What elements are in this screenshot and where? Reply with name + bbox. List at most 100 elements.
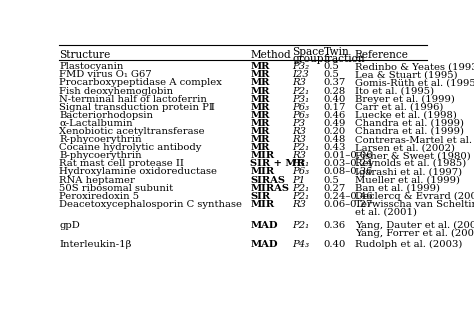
Text: Twin: Twin	[324, 47, 349, 57]
Text: MR: MR	[250, 127, 270, 136]
Text: P3₁: P3₁	[292, 159, 310, 168]
Text: Fish deoxyhemoglobin: Fish deoxyhemoglobin	[59, 86, 173, 95]
Text: MR: MR	[250, 119, 270, 128]
Text: α-Lactalbumin: α-Lactalbumin	[59, 119, 133, 128]
Text: SIRAS: SIRAS	[250, 176, 285, 184]
Text: Terwisscha van Scheltinga: Terwisscha van Scheltinga	[355, 200, 474, 209]
Text: Rudolph et al. (2003): Rudolph et al. (2003)	[355, 240, 462, 249]
Text: Fisher & Sweet (1980): Fisher & Sweet (1980)	[355, 151, 471, 160]
Text: I23: I23	[292, 70, 309, 79]
Text: Cocaine hydrolytic antibody: Cocaine hydrolytic antibody	[59, 143, 201, 152]
Text: 0.08–0.36: 0.08–0.36	[324, 168, 373, 177]
Text: MR: MR	[250, 143, 270, 152]
Text: P6₃: P6₃	[292, 111, 310, 120]
Text: Igarashi et al. (1997): Igarashi et al. (1997)	[355, 168, 462, 177]
Text: Breyer et al. (1999): Breyer et al. (1999)	[355, 95, 455, 104]
Text: Carr et al. (1996): Carr et al. (1996)	[355, 103, 443, 112]
Text: 0.06–0.27: 0.06–0.27	[324, 200, 373, 209]
Text: Bacteriorhodopsin: Bacteriorhodopsin	[59, 111, 153, 120]
Text: 50S ribosomal subunit: 50S ribosomal subunit	[59, 184, 173, 193]
Text: MR: MR	[250, 62, 270, 71]
Text: MIRAS: MIRAS	[250, 184, 289, 193]
Text: 0.40: 0.40	[324, 240, 346, 249]
Text: Procarboxypeptidase A complex: Procarboxypeptidase A complex	[59, 78, 222, 87]
Text: MAD: MAD	[250, 221, 278, 230]
Text: P6₃: P6₃	[292, 103, 310, 112]
Text: R3: R3	[292, 200, 306, 209]
Text: 0.03–0.24: 0.03–0.24	[324, 159, 374, 168]
Text: 0.36: 0.36	[324, 221, 346, 230]
Text: 0.5: 0.5	[324, 62, 339, 71]
Text: MR: MR	[250, 103, 270, 112]
Text: P3₂: P3₂	[292, 62, 310, 71]
Text: P2₁: P2₁	[292, 192, 310, 201]
Text: Luecke et al. (1998): Luecke et al. (1998)	[355, 111, 457, 120]
Text: P2₁: P2₁	[292, 143, 310, 152]
Text: Ito et al. (1995): Ito et al. (1995)	[355, 86, 434, 95]
Text: Contreras-Martel et al. (2001): Contreras-Martel et al. (2001)	[355, 135, 474, 144]
Text: SIR + MR: SIR + MR	[250, 159, 305, 168]
Text: MR: MR	[250, 78, 270, 87]
Text: Redinbo & Yeates (1993): Redinbo & Yeates (1993)	[355, 62, 474, 71]
Text: Reynolds et al. (1985): Reynolds et al. (1985)	[355, 159, 466, 168]
Text: P2₁: P2₁	[292, 184, 310, 193]
Text: 0.20: 0.20	[324, 127, 346, 136]
Text: gpD: gpD	[59, 221, 80, 230]
Text: 0.46: 0.46	[324, 111, 346, 120]
Text: 0.28: 0.28	[324, 86, 346, 95]
Text: SIR: SIR	[250, 192, 270, 201]
Text: MR: MR	[250, 135, 270, 144]
Text: 0.43: 0.43	[324, 143, 346, 152]
Text: Mueller et al. (1999): Mueller et al. (1999)	[355, 176, 460, 184]
Text: N-terminal half of lactoferrin: N-terminal half of lactoferrin	[59, 95, 207, 104]
Text: P1: P1	[292, 176, 306, 184]
Text: Reference: Reference	[355, 50, 409, 60]
Text: 0.40: 0.40	[324, 95, 346, 104]
Text: MIR: MIR	[250, 151, 274, 160]
Text: MR: MR	[250, 95, 270, 104]
Text: Method: Method	[250, 50, 291, 60]
Text: 0.5: 0.5	[324, 70, 339, 79]
Text: R3: R3	[292, 151, 306, 160]
Text: P2₁: P2₁	[292, 221, 310, 230]
Text: MR: MR	[250, 86, 270, 95]
Text: Larsen et al. (2002): Larsen et al. (2002)	[355, 143, 455, 152]
Text: P4₃: P4₃	[292, 240, 310, 249]
Text: MR: MR	[250, 111, 270, 120]
Text: P2₁: P2₁	[292, 86, 310, 95]
Text: Yang, Forrer et al. (2000): Yang, Forrer et al. (2000)	[355, 229, 474, 238]
Text: 0.49: 0.49	[324, 119, 346, 128]
Text: Yang, Dauter et al. (2000),: Yang, Dauter et al. (2000),	[355, 221, 474, 230]
Text: MIR: MIR	[250, 200, 274, 209]
Text: P3: P3	[292, 119, 306, 128]
Text: Hydroxylamine oxidoreductase: Hydroxylamine oxidoreductase	[59, 168, 217, 177]
Text: et al. (2001): et al. (2001)	[355, 208, 417, 217]
Text: Ban et al. (1999): Ban et al. (1999)	[355, 184, 440, 193]
Text: Space: Space	[292, 47, 325, 57]
Text: 0.17: 0.17	[324, 103, 346, 112]
Text: Signal transduction protein PⅡ: Signal transduction protein PⅡ	[59, 103, 215, 112]
Text: 0.01–0.06: 0.01–0.06	[324, 151, 373, 160]
Text: R3: R3	[292, 78, 306, 87]
Text: B-phycoerythrin: B-phycoerythrin	[59, 151, 142, 160]
Text: R3: R3	[292, 135, 306, 144]
Text: R3: R3	[292, 127, 306, 136]
Text: 0.27: 0.27	[324, 184, 346, 193]
Text: 0.48: 0.48	[324, 135, 346, 144]
Text: group: group	[292, 54, 324, 64]
Text: Chandra et al. (1999): Chandra et al. (1999)	[355, 127, 464, 136]
Text: P3₁: P3₁	[292, 95, 310, 104]
Text: Plastocyanin: Plastocyanin	[59, 62, 124, 71]
Text: 0.24–0.46: 0.24–0.46	[324, 192, 374, 201]
Text: MIR: MIR	[250, 168, 274, 177]
Text: Chandra et al. (1999): Chandra et al. (1999)	[355, 119, 464, 128]
Text: Structure: Structure	[59, 50, 110, 60]
Text: P6₃: P6₃	[292, 168, 310, 177]
Text: MR: MR	[250, 70, 270, 79]
Text: MAD: MAD	[250, 240, 278, 249]
Text: R-phycoerythrin: R-phycoerythrin	[59, 135, 142, 144]
Text: Lea & Stuart (1995): Lea & Stuart (1995)	[355, 70, 457, 79]
Text: Xenobiotic acetyltransferase: Xenobiotic acetyltransferase	[59, 127, 205, 136]
Text: Declercq & Evrard (2001): Declercq & Evrard (2001)	[355, 192, 474, 201]
Text: 0.5: 0.5	[324, 176, 339, 184]
